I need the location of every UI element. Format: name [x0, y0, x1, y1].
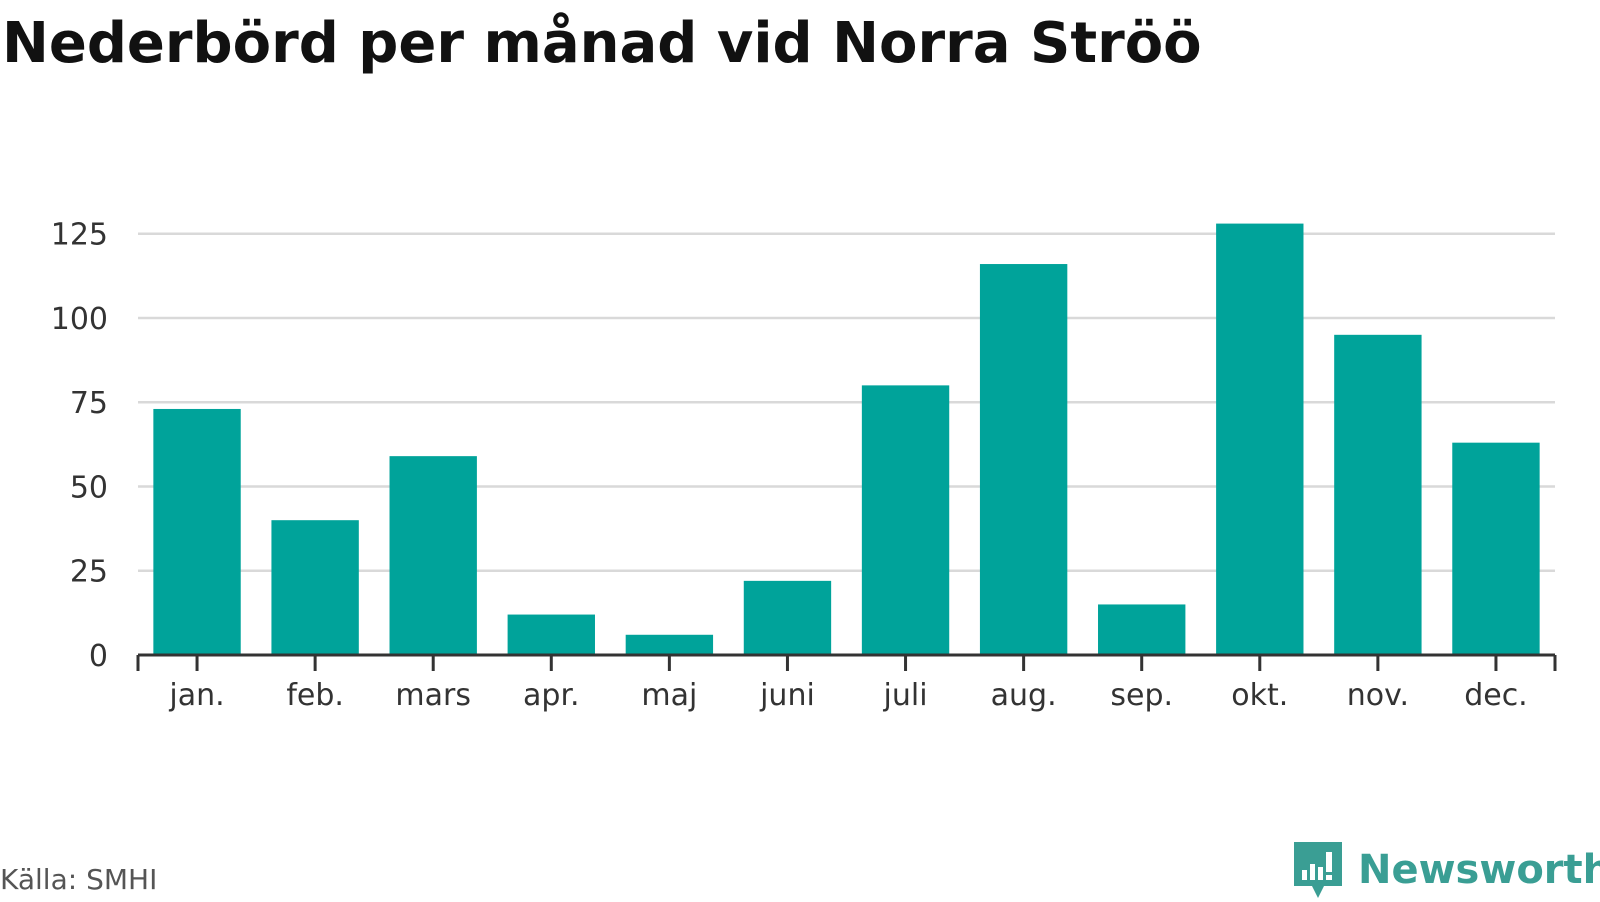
bar-mars [389, 456, 477, 655]
newsworthy-logo: Newsworthy [1292, 842, 1600, 902]
y-tick-label: 50 [70, 470, 108, 505]
bar-nov [1334, 334, 1422, 655]
y-tick-label: 125 [51, 218, 108, 253]
x-tick-label: apr. [523, 678, 580, 713]
bar-chart: 0 25 50 75 100 125 jan. feb. mars apr. maj juni juli… [51, 218, 1557, 713]
bar-maj [625, 634, 714, 655]
x-tick-label: feb. [286, 678, 344, 713]
bar-sep [1098, 604, 1186, 655]
x-tick-label: nov. [1347, 678, 1409, 713]
brand-name: Newsworthy [1358, 847, 1600, 893]
bar-dec [1452, 442, 1540, 655]
y-tick-label: 100 [51, 302, 108, 337]
y-tick-label: 75 [70, 386, 108, 421]
y-tick-label: 25 [70, 555, 108, 590]
bar-aug [979, 264, 1068, 655]
gridlines [138, 232, 1555, 572]
x-tick-label: aug. [991, 678, 1057, 713]
x-tick-label: sep. [1110, 678, 1173, 713]
bar-apr [507, 614, 595, 655]
chart-title: Nederbörd per månad vid Norra Ströö [2, 11, 1202, 76]
x-tick-label: jan. [168, 678, 224, 713]
source-label: Källa: SMHI [0, 863, 158, 896]
bar-jan [153, 408, 241, 655]
bars [153, 223, 1540, 655]
x-tick-label: mars [395, 678, 471, 713]
bar-okt [1216, 223, 1304, 655]
bar-juni [743, 580, 832, 655]
y-tick-label: 0 [89, 639, 108, 674]
bar-juli [861, 385, 950, 655]
axis-labels: 0 25 50 75 100 125 jan. feb. mars apr. maj juni juli… [51, 218, 1528, 713]
newsworthy-logo-icon [1294, 842, 1342, 898]
x-tick-label: maj [641, 678, 697, 713]
x-tick-label: dec. [1464, 678, 1528, 713]
x-axis [136, 653, 1557, 671]
bar-feb [271, 520, 359, 655]
x-tick-label: juli [883, 678, 928, 713]
x-tick-label: juni [759, 678, 815, 713]
x-tick-label: okt. [1231, 678, 1288, 713]
